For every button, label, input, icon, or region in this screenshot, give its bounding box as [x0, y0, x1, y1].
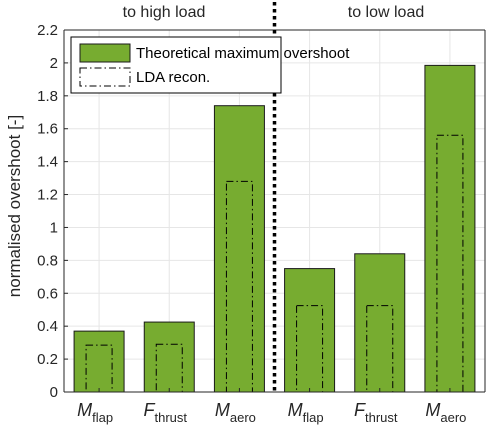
- legend: Theoretical maximum overshoot LDA recon.: [70, 36, 350, 94]
- y-tick-label: 1.4: [37, 154, 58, 171]
- bar-lda-recon: [296, 305, 324, 393]
- x-tick-label: Mflap: [288, 400, 324, 425]
- y-tick-label: 1.2: [37, 187, 58, 204]
- y-tick-label: 0.2: [37, 351, 58, 368]
- y-tick-label: 1: [50, 219, 58, 236]
- y-tick-label: 2: [50, 55, 58, 72]
- legend-label-theoretical: Theoretical maximum overshoot: [136, 45, 350, 62]
- x-tick-label-main: M: [425, 400, 440, 420]
- x-tick-label-main: M: [77, 400, 92, 420]
- group-label-low-load: to low load: [348, 4, 425, 21]
- legend-swatch-theoretical: [79, 43, 131, 63]
- x-tick-label-main: F: [143, 400, 155, 420]
- x-tick-label-sub: aero: [230, 410, 256, 425]
- y-axis-label: normalised overshoot [-]: [5, 115, 24, 297]
- x-tick-label-sub: thrust: [154, 410, 187, 425]
- y-tick-label: 2.2: [37, 22, 58, 39]
- y-tick-label: 0.8: [37, 252, 58, 269]
- axes: 0 0.2 0.4 0.6 0.8 1 1.2 1.4 1.6 1.8 2 2.2 Mflap Fthru…: [37, 2, 486, 425]
- x-tick-label-main: M: [288, 400, 303, 420]
- legend-swatch-lda: [79, 67, 131, 87]
- x-tick-label: Fthrust: [143, 400, 187, 425]
- x-tick-label: Mflap: [77, 400, 113, 425]
- bar-theoretical: [73, 330, 125, 393]
- x-tick-label-sub: thrust: [365, 410, 398, 425]
- y-tick-label: 0.6: [37, 285, 58, 302]
- x-tick-label-main: F: [354, 400, 366, 420]
- bar-lda-recon: [85, 344, 113, 393]
- x-tick-label: Maero: [425, 400, 466, 425]
- x-tick-label: Maero: [215, 400, 256, 425]
- x-tick-label-sub: flap: [303, 410, 324, 425]
- y-tick-label: 0: [50, 384, 58, 401]
- x-tick-label-sub: flap: [92, 410, 113, 425]
- bars: [73, 64, 476, 393]
- x-tick-label-sub: aero: [440, 410, 466, 425]
- bar-theoretical: [424, 64, 476, 393]
- y-tick-label: 1.6: [37, 121, 58, 138]
- bar-theoretical: [284, 268, 336, 393]
- bar-theoretical: [143, 321, 195, 393]
- bar-theoretical: [354, 253, 406, 393]
- bar-theoretical: [213, 105, 265, 393]
- bar-lda-recon: [366, 305, 394, 393]
- bar-lda-recon: [155, 343, 183, 393]
- x-tick-label-main: M: [215, 400, 230, 420]
- y-tick-label: 0.4: [37, 318, 58, 335]
- y-tick-label: 1.8: [37, 88, 58, 105]
- group-label-high-load: to high load: [123, 4, 206, 21]
- x-tick-label: Fthrust: [354, 400, 398, 425]
- legend-label-lda: LDA recon.: [136, 69, 210, 86]
